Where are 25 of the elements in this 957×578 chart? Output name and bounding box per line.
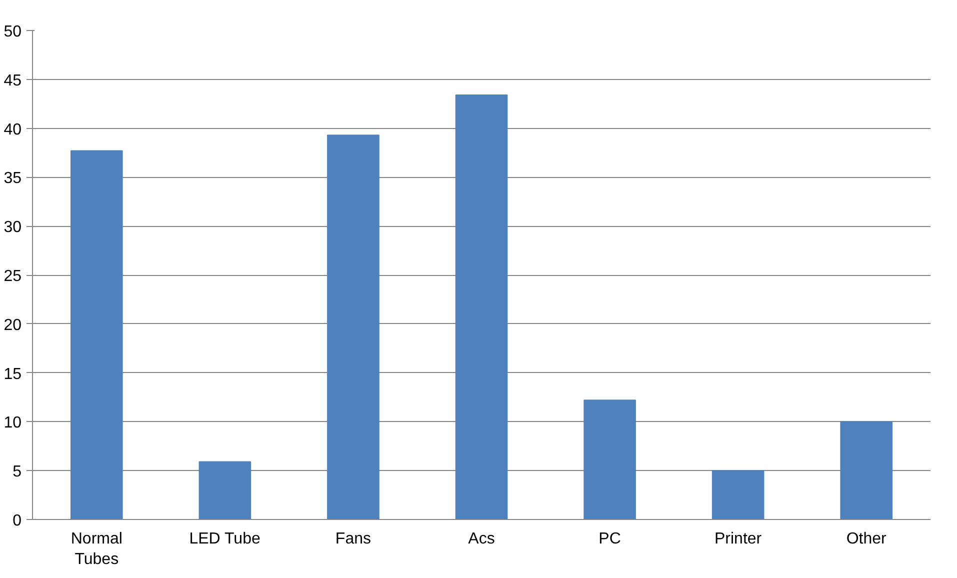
y-tick-label: 20	[4, 316, 22, 334]
x-tick-label: LED Tube	[189, 530, 260, 548]
y-tick-label: 10	[4, 414, 22, 432]
y-tick-label: 45	[4, 72, 22, 90]
y-tick-label: 40	[4, 121, 22, 138]
x-tick-label: Normal Tubes	[70, 530, 122, 568]
bar	[455, 94, 508, 520]
x-tick-label: PC	[598, 530, 621, 548]
bar	[327, 134, 380, 520]
y-tick-label: 0	[12, 512, 22, 530]
x-tick-label: Fans	[335, 530, 372, 548]
bar	[584, 400, 636, 520]
y-tick-label: 35	[4, 170, 22, 188]
x-tick-label: Other	[846, 530, 888, 548]
bar	[840, 421, 893, 520]
bar	[198, 461, 252, 520]
bar	[712, 470, 764, 520]
y-tick-label: 30	[4, 219, 22, 236]
x-tick-label: Acs	[468, 530, 495, 548]
y-tick-label: 25	[4, 268, 22, 285]
bar	[70, 150, 123, 520]
y-tick-label: 50	[4, 24, 22, 40]
y-tick-label: 15	[4, 366, 22, 383]
x-tick-label: Printer	[714, 530, 762, 548]
y-tick-label: 5	[12, 464, 22, 481]
